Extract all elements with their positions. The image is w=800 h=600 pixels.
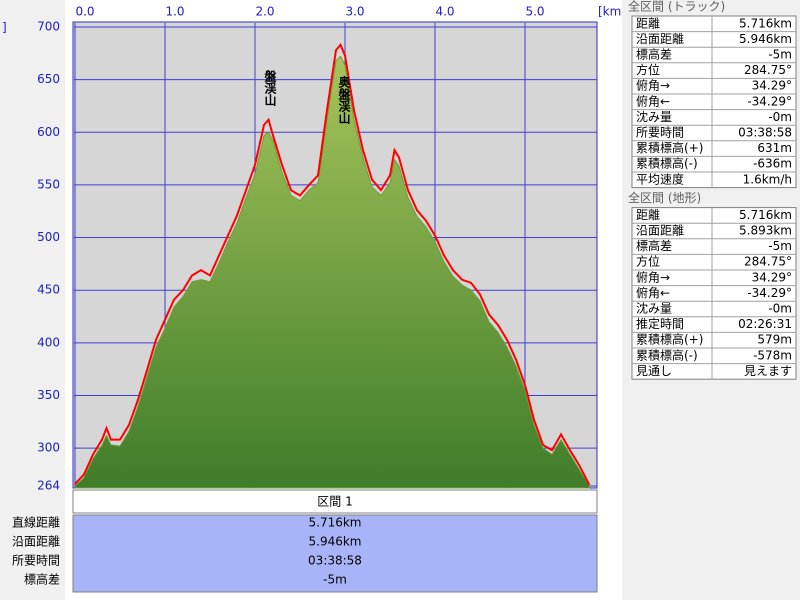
panel-label: 俯角→ <box>636 269 670 284</box>
panel-value: 1.6km/h <box>743 172 792 186</box>
section-value: -5m <box>323 573 347 587</box>
panel-value: 284.75° <box>744 63 792 77</box>
panel-value: -34.29° <box>747 94 792 108</box>
panel-label: 方位 <box>636 62 660 77</box>
x-tick-label: 0.0 <box>75 5 94 19</box>
panel-label: 俯角← <box>636 285 670 300</box>
panel-label: 累積標高(+) <box>636 140 703 155</box>
y-tick-label: 264 <box>37 479 60 493</box>
panel-value: -0m <box>768 302 792 316</box>
panel-label: 推定時間 <box>636 316 684 331</box>
y-tick-label: 500 <box>37 230 60 244</box>
section-label: 所要時間 <box>12 554 60 568</box>
y-tick-label: 400 <box>37 335 60 349</box>
peak-label: 奥盤渓山 <box>337 75 351 125</box>
panel-value: 34.29° <box>752 79 792 93</box>
panel-value: 34.29° <box>752 270 792 284</box>
y-tick-label: 650 <box>37 72 60 86</box>
y-tick-label: 450 <box>37 283 60 297</box>
panel-value: 631m <box>757 141 792 155</box>
panel-value: -578m <box>753 348 792 362</box>
section-value: 03:38:58 <box>308 554 362 568</box>
section-value: 5.716km <box>309 516 362 530</box>
panel-label: 距離 <box>636 16 660 30</box>
panel-label: 方位 <box>636 254 660 269</box>
panel-value: 5.946km <box>739 32 792 46</box>
y-tick-label: 700 <box>37 20 60 34</box>
y-tick-label: 550 <box>37 177 60 191</box>
panel-value: 284.75° <box>744 255 792 269</box>
x-tick-label: 2.0 <box>255 5 274 19</box>
panel-label: 距離 <box>636 208 660 222</box>
panel-label: 標高差 <box>636 238 672 253</box>
x-tick-label: 4.0 <box>435 5 454 19</box>
x-tick-label: 3.0 <box>345 5 364 19</box>
section-label: 標高差 <box>24 572 60 587</box>
panel-value: -34.29° <box>747 286 792 300</box>
panel-value: -5m <box>768 239 792 253</box>
x-unit: [km] <box>598 5 626 19</box>
section-title: 区間 1 <box>317 495 352 509</box>
panel-title: 全区間 (トラック) <box>628 0 725 14</box>
panel-value: 03:38:58 <box>738 126 792 140</box>
y-tick-label: 300 <box>37 441 60 455</box>
panel-value: 5.893km <box>739 224 792 238</box>
section-value: 5.946km <box>309 535 362 549</box>
panel-value: 02:26:31 <box>738 317 792 331</box>
terrain-area <box>74 55 590 489</box>
panel-value: 見えます <box>744 364 792 378</box>
panel-table <box>631 207 797 380</box>
panel-value: 5.716km <box>739 208 792 222</box>
x-tick-label: 1.0 <box>165 5 184 19</box>
panel-label: 標高差 <box>636 47 672 62</box>
section-label: 沿面距離 <box>12 535 60 549</box>
panel-value: -636m <box>753 157 792 171</box>
panel-value: 5.716km <box>739 16 792 30</box>
panel-label: 沿面距離 <box>636 32 684 46</box>
peak-label: 盤渓山 <box>263 69 277 107</box>
y-unit: ] <box>2 21 7 35</box>
y-tick-label: 600 <box>37 125 60 139</box>
panel-value: -5m <box>768 48 792 62</box>
panel-label: 沈み量 <box>636 109 672 124</box>
panel-label: 所要時間 <box>636 126 684 140</box>
section-header <box>72 489 598 514</box>
track-line <box>74 43 591 486</box>
panel-value: 579m <box>757 333 792 347</box>
panel-label: 沈み量 <box>636 301 672 316</box>
panel-value: -0m <box>768 110 792 124</box>
panel-label: 俯角← <box>636 93 670 108</box>
panel-table <box>631 15 797 189</box>
y-tick-label: 350 <box>37 388 60 402</box>
panel-label: 平均速度 <box>636 171 684 186</box>
panel-label: 累積標高(+) <box>636 332 703 347</box>
panel-label: 見通し <box>636 364 672 378</box>
panel-label: 累積標高(-) <box>636 347 698 362</box>
panel-label: 沿面距離 <box>636 224 684 238</box>
panel-title: 全区間 (地形) <box>628 190 701 205</box>
section-body <box>72 514 598 593</box>
x-tick-label: 5.0 <box>525 5 544 19</box>
panel-label: 累積標高(-) <box>636 156 698 171</box>
panel-label: 俯角→ <box>636 78 670 93</box>
section-label: 直線距離 <box>12 515 60 530</box>
